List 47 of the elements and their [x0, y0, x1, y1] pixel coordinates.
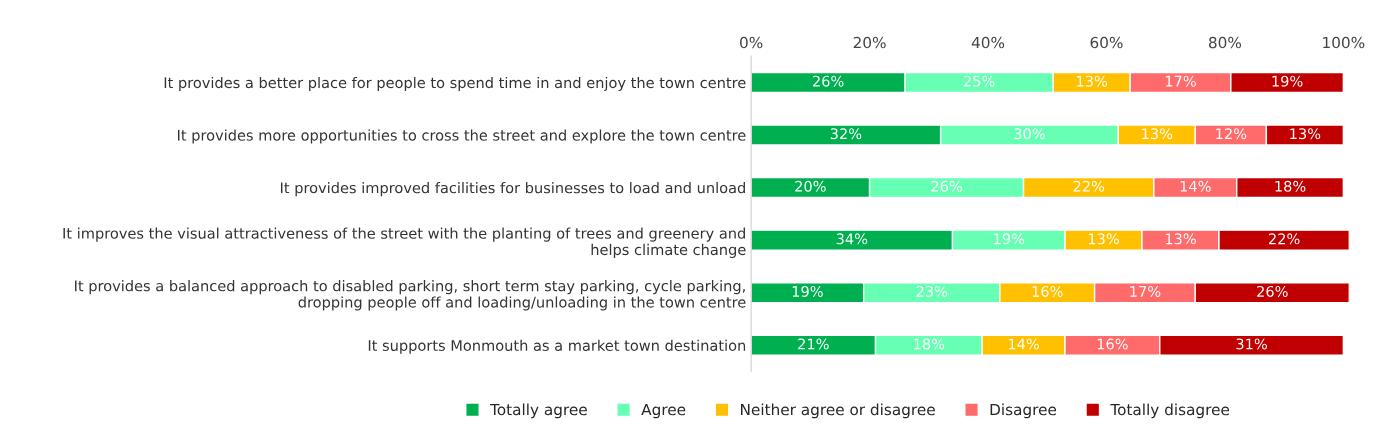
- data-label: 30%: [1014, 128, 1045, 140]
- legend-label: Totally disagree: [1110, 403, 1230, 419]
- x-tick-label: 20%: [853, 36, 886, 49]
- data-label: 21%: [798, 338, 829, 350]
- data-label: 19%: [994, 233, 1025, 245]
- data-label: 17%: [1165, 75, 1196, 87]
- y-tick-label: It provides a better place for people to spend time in and enjoy the town centre: [164, 76, 746, 92]
- y-tick-label: It provides more opportunities to cross the street and explore the town centre: [177, 129, 746, 144]
- x-tick-label: 100%: [1323, 36, 1365, 49]
- data-label: 14%: [1008, 338, 1039, 350]
- data-label: 26%: [931, 180, 962, 192]
- data-label: 13%: [1165, 233, 1196, 245]
- x-tick-label: 80%: [1208, 36, 1242, 49]
- data-label: 19%: [1272, 75, 1303, 87]
- data-label: 18%: [1275, 180, 1306, 192]
- data-label: 31%: [1236, 338, 1267, 350]
- data-label: 26%: [1257, 285, 1288, 297]
- data-label: 32%: [830, 128, 862, 140]
- y-tick-label: It provides a balanced approach to disabled parking, short term stay parking, cycle parking, dropping people off and loading/unloading in the town centre: [75, 280, 746, 311]
- data-label: 13%: [1290, 128, 1321, 140]
- data-label: 22%: [1268, 233, 1300, 245]
- data-label: 26%: [812, 75, 844, 87]
- y-tick-label: It provides improved facilities for businesses to load and unload: [280, 182, 745, 197]
- data-label: 16%: [1097, 338, 1128, 350]
- data-label: 19%: [792, 285, 823, 297]
- x-tick-label: 40%: [971, 36, 1005, 49]
- data-label: 17%: [1130, 285, 1161, 297]
- legend-label: Totally agree: [490, 403, 587, 419]
- legend-label: Disagree: [990, 403, 1057, 419]
- data-label: 12%: [1216, 128, 1247, 140]
- legend-label: Agree: [641, 403, 686, 419]
- data-label: 14%: [1180, 180, 1211, 192]
- y-tick-label: It supports Monmouth as a market town destination: [368, 339, 746, 354]
- data-label: 18%: [914, 338, 945, 350]
- data-label: 25%: [964, 75, 995, 87]
- x-tick-label: 0%: [740, 36, 763, 49]
- x-tick-label: 60%: [1090, 36, 1123, 49]
- data-label: 22%: [1073, 180, 1105, 192]
- data-label: 20%: [795, 180, 826, 192]
- data-label: 16%: [1032, 285, 1063, 297]
- legend-label: Neither agree or disagree: [741, 403, 935, 419]
- data-label: 23%: [916, 285, 948, 297]
- y-tick-label: It improves the visual attractiveness of the street with the planting of trees and greenery and helps climate change: [63, 227, 746, 258]
- data-label: 34%: [836, 233, 868, 245]
- data-label: 13%: [1088, 233, 1119, 245]
- data-label: 13%: [1077, 75, 1108, 87]
- data-label: 13%: [1142, 128, 1173, 140]
